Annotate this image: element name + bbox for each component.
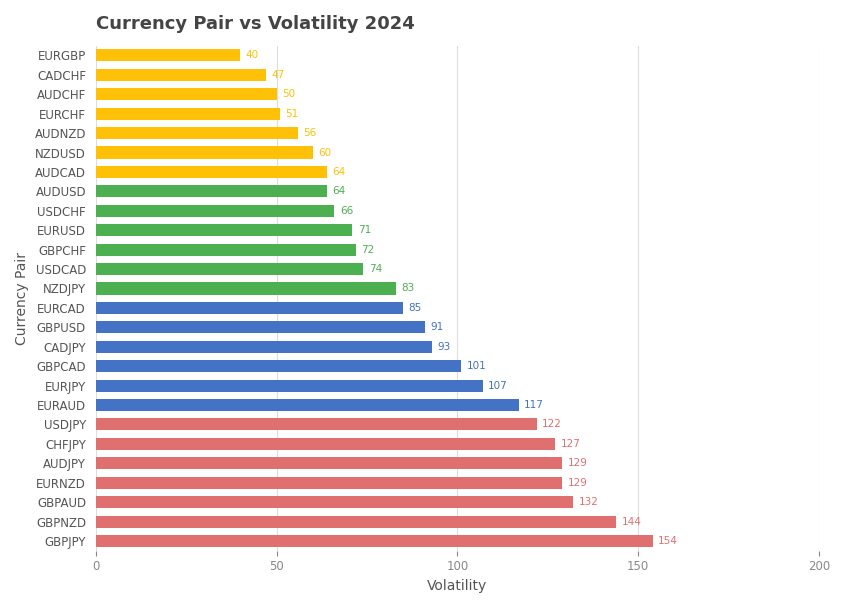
Bar	[95, 147, 312, 159]
Bar	[95, 535, 652, 547]
Text: 60: 60	[317, 148, 331, 157]
Text: 71: 71	[358, 225, 371, 235]
Bar	[95, 379, 482, 392]
Bar	[95, 477, 561, 489]
Bar	[95, 185, 327, 198]
Bar	[95, 496, 572, 508]
Text: 129: 129	[567, 458, 587, 468]
Text: 40: 40	[246, 50, 258, 60]
Text: 85: 85	[408, 303, 421, 313]
Text: Currency Pair vs Volatility 2024: Currency Pair vs Volatility 2024	[95, 15, 414, 33]
Bar	[95, 244, 355, 255]
Bar	[95, 438, 555, 450]
Bar	[95, 283, 395, 294]
Bar	[95, 516, 615, 528]
Text: 47: 47	[271, 70, 284, 80]
Text: 93: 93	[437, 342, 450, 352]
Text: 64: 64	[333, 167, 345, 177]
Text: 132: 132	[578, 497, 598, 507]
Text: 122: 122	[542, 420, 561, 429]
Text: 117: 117	[523, 400, 544, 410]
Bar	[95, 224, 352, 237]
Text: 72: 72	[361, 244, 375, 255]
Bar	[95, 108, 280, 120]
Y-axis label: Currency Pair: Currency Pair	[15, 252, 29, 345]
Bar	[95, 49, 240, 61]
Text: 66: 66	[339, 206, 353, 216]
Bar	[95, 127, 298, 139]
Bar	[95, 302, 403, 314]
Bar	[95, 263, 363, 275]
X-axis label: Volatility: Volatility	[427, 579, 487, 593]
Bar	[95, 457, 561, 469]
Text: 127: 127	[560, 439, 580, 449]
Bar	[95, 166, 327, 178]
Text: 51: 51	[285, 109, 299, 119]
Bar	[95, 321, 425, 333]
Text: 50: 50	[282, 89, 295, 99]
Text: 83: 83	[401, 283, 414, 294]
Text: 91: 91	[430, 322, 443, 333]
Bar	[95, 205, 334, 217]
Text: 144: 144	[621, 517, 641, 527]
Text: 56: 56	[303, 128, 316, 138]
Bar	[95, 340, 431, 353]
Bar	[95, 418, 536, 430]
Text: 129: 129	[567, 478, 587, 488]
Text: 101: 101	[466, 361, 485, 371]
Bar	[95, 88, 276, 100]
Text: 74: 74	[368, 264, 381, 274]
Text: 154: 154	[657, 536, 677, 546]
Bar	[95, 399, 518, 411]
Text: 64: 64	[333, 187, 345, 196]
Bar	[95, 360, 460, 372]
Text: 107: 107	[488, 381, 507, 390]
Bar	[95, 69, 265, 81]
